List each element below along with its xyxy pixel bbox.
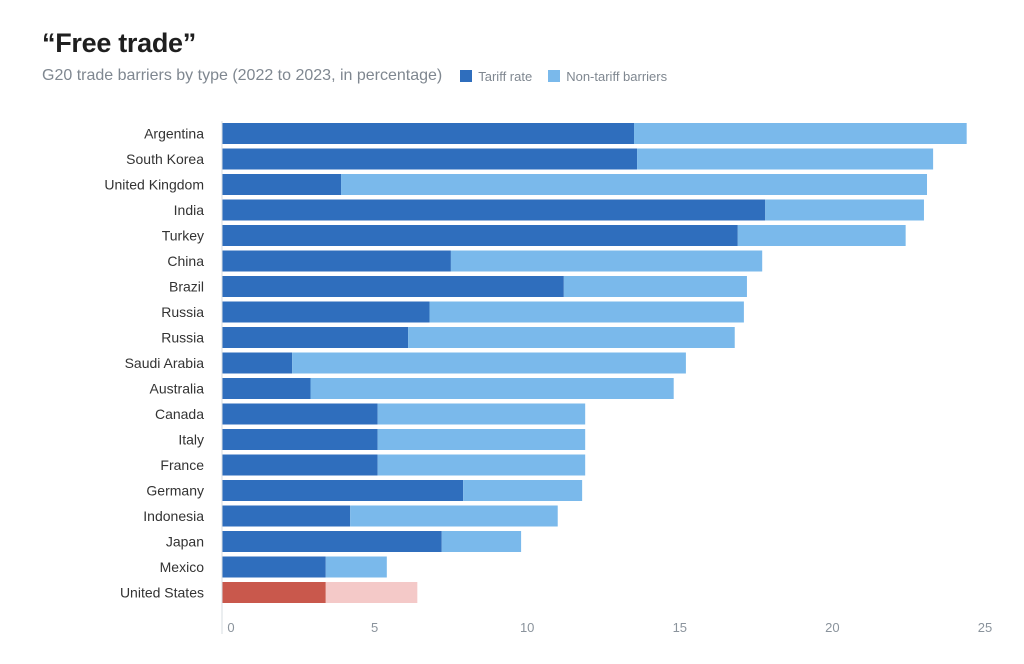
- category-label-russia-7: Russia: [161, 304, 204, 320]
- bar-non-tariff-barriers-australia-10: [310, 378, 674, 399]
- legend-label-tariff-rate: Tariff rate: [478, 68, 533, 84]
- x-tick-label-10: 10: [520, 620, 534, 635]
- category-label-japan-16: Japan: [166, 534, 204, 550]
- bar-tariff-rate-china-5: [222, 250, 451, 272]
- category-label-mexico-17: Mexico: [160, 559, 205, 575]
- category-label-argentina-0: Argentina: [144, 126, 204, 142]
- category-label-germany-14: Germany: [146, 483, 204, 499]
- bar-tariff-rate-mexico-17: [222, 556, 326, 578]
- x-tick-label-20: 20: [825, 620, 839, 635]
- bar-tariff-rate-argentina-0: [222, 123, 635, 144]
- category-label-south-korea-1: South Korea: [126, 151, 204, 167]
- bar-non-tariff-barriers-china-5: [450, 250, 763, 272]
- bar-non-tariff-barriers-canada-11: [377, 403, 586, 425]
- bar-non-tariff-barriers-russia-8: [408, 327, 735, 348]
- chart-legend: Tariff rate Non-tariff barriers: [460, 69, 683, 84]
- chart-subtitle: G20 trade barriers by type (2022 to 2023…: [42, 67, 443, 84]
- bar-tariff-rate-germany-14: [222, 480, 464, 501]
- bar-tariff-rate-indonesia-15: [222, 505, 351, 527]
- bar-non-tariff-barriers-germany-14: [463, 480, 583, 501]
- category-label-united-kingdom-2: United Kingdom: [104, 177, 204, 193]
- bar-non-tariff-barriers-argentina-0: [634, 123, 967, 144]
- bar-non-tariff-barriers-japan-16: [441, 531, 522, 552]
- category-label-italy-12: Italy: [178, 432, 204, 448]
- category-label-australia-10: Australia: [150, 381, 205, 397]
- bar-tariff-rate-canada-11: [222, 403, 378, 425]
- bar-tariff-rate-south-korea-1: [222, 148, 638, 170]
- bar-non-tariff-barriers-france-13: [377, 454, 586, 476]
- category-label-france-13: France: [160, 457, 204, 473]
- bar-non-tariff-barriers-russia-7: [429, 301, 744, 323]
- x-tick-label-5: 5: [371, 620, 378, 635]
- legend-label-non-tariff-barriers: Non-tariff barriers: [566, 68, 668, 84]
- bar-non-tariff-barriers-south-korea-1: [637, 148, 934, 170]
- x-tick-label-15: 15: [673, 620, 687, 635]
- chart-title: “Free trade”: [42, 28, 196, 58]
- category-label-turkey-4: Turkey: [162, 228, 204, 244]
- category-label-saudi-arabia-9: Saudi Arabia: [125, 355, 205, 371]
- bar-non-tariff-barriers-india-3: [765, 199, 924, 221]
- bar-tariff-rate-united-states-18: [222, 582, 326, 603]
- bar-tariff-rate-brazil-6: [222, 276, 564, 297]
- category-label-indonesia-15: Indonesia: [143, 508, 204, 524]
- bar-tariff-rate-india-3: [222, 199, 766, 221]
- bar-tariff-rate-saudi-arabia-9: [222, 352, 293, 374]
- category-label-united-states-18: United States: [120, 585, 204, 601]
- category-label-china-5: China: [167, 253, 204, 269]
- bar-non-tariff-barriers-united-states-18: [325, 582, 418, 603]
- legend-swatch-non-tariff-barriers: [548, 70, 561, 82]
- category-label-canada-11: Canada: [155, 406, 204, 422]
- legend-item-non-tariff-barriers: Non-tariff barriers: [548, 69, 667, 84]
- bar-tariff-rate-turkey-4: [222, 225, 738, 246]
- legend-swatch-tariff-rate: [460, 70, 473, 82]
- chart-header-row: G20 trade barriers by type (2022 to 2023…: [42, 67, 683, 85]
- bar-non-tariff-barriers-mexico-17: [325, 556, 387, 578]
- bar-tariff-rate-russia-7: [222, 301, 430, 323]
- bar-tariff-rate-italy-12: [222, 429, 378, 450]
- bar-non-tariff-barriers-turkey-4: [737, 225, 906, 246]
- bar-tariff-rate-japan-16: [222, 531, 442, 552]
- category-label-brazil-6: Brazil: [169, 279, 204, 295]
- bar-tariff-rate-france-13: [222, 454, 378, 476]
- legend-item-tariff-rate: Tariff rate: [460, 69, 532, 84]
- bar-non-tariff-barriers-saudi-arabia-9: [292, 352, 686, 374]
- bar-tariff-rate-australia-10: [222, 378, 311, 399]
- bar-non-tariff-barriers-united-kingdom-2: [341, 174, 928, 195]
- bar-non-tariff-barriers-indonesia-15: [350, 505, 558, 527]
- bar-tariff-rate-russia-8: [222, 327, 409, 348]
- bar-non-tariff-barriers-italy-12: [377, 429, 586, 450]
- category-label-russia-8: Russia: [161, 330, 204, 346]
- x-tick-label-25: 25: [978, 620, 992, 635]
- x-tick-label-0: 0: [227, 620, 234, 635]
- bar-tariff-rate-united-kingdom-2: [222, 174, 342, 195]
- category-label-india-3: India: [174, 202, 205, 218]
- bar-non-tariff-barriers-brazil-6: [563, 276, 747, 297]
